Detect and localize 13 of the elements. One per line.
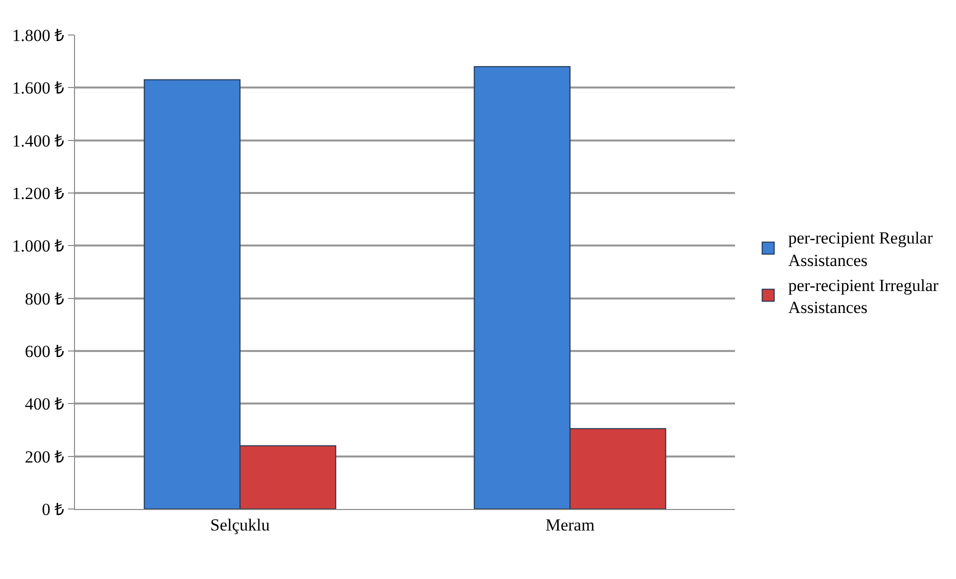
y-tick-label: 1.200 ₺ [12, 184, 65, 203]
y-tick-label: 1.400 ₺ [12, 131, 65, 150]
x-tick-label: Meram [545, 515, 595, 534]
y-tick-label: 800 ₺ [24, 289, 65, 308]
y-tick-label: 400 ₺ [24, 394, 65, 414]
y-tick-label: 600 ₺ [24, 342, 65, 361]
x-tick-label: Selçuklu [210, 515, 270, 534]
y-tick-label: 1.600 ₺ [12, 78, 65, 98]
legend-label: per-recipient Irregular Assistances [788, 276, 939, 317]
y-tick-label: 0 ₺ [42, 500, 65, 519]
y-tick-label: 200 ₺ [24, 447, 65, 466]
y-tick-label: 1.800 ₺ [12, 26, 65, 45]
y-tick-label: 1.000 ₺ [12, 236, 65, 256]
